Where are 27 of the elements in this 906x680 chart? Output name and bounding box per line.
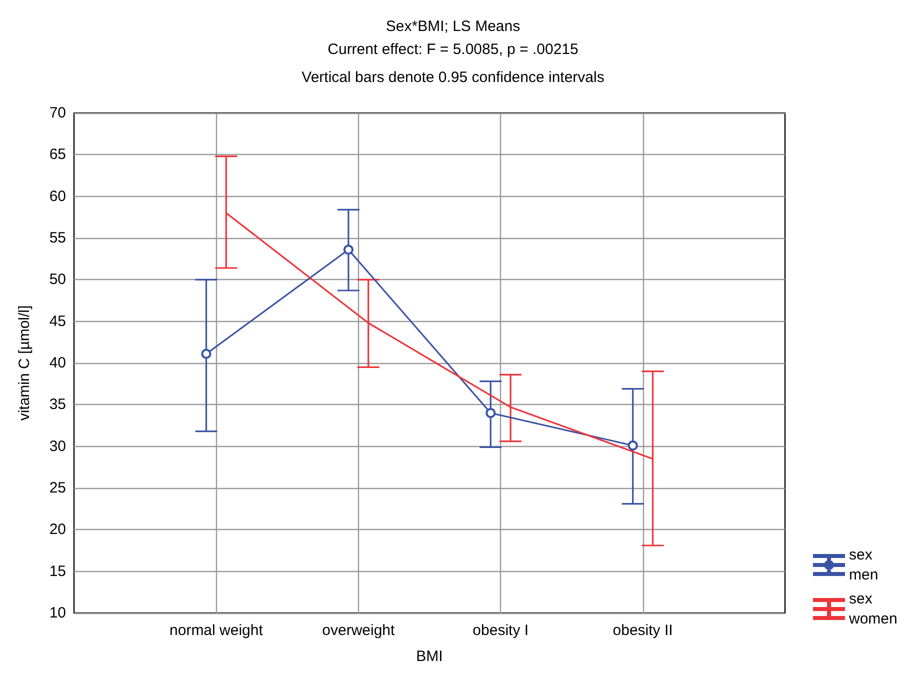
y-tick-label: 15 [49, 562, 66, 580]
x-axis-title: BMI [416, 648, 443, 665]
y-tick-label: 70 [49, 104, 66, 122]
x-tick-label: obesity I [472, 622, 529, 639]
point [201, 348, 212, 359]
y-tick-label: 65 [49, 146, 66, 164]
text: Vertical bars denote 0.95 confidence intervals [302, 69, 604, 86]
y-tick-label: 25 [49, 480, 66, 496]
chart-title: Sex*BMI; LS Means [386, 18, 520, 35]
x-tick-label: overweight [322, 622, 396, 639]
y-tick-label: 55 [49, 230, 66, 246]
chart-subtitle: Current effect: F = 5.0085, p = .00215 [328, 41, 578, 58]
y-tick-label: 40 [49, 354, 66, 372]
y-tick-label: 35 [49, 396, 66, 414]
y-tick-label: 10 [49, 604, 66, 622]
y-tick-label: 30 [49, 438, 66, 455]
x-tick-label: normal weight [170, 622, 264, 639]
point [343, 244, 354, 255]
point [486, 408, 496, 418]
y-axis-title: vitamin C [µmol/l] [16, 305, 33, 421]
y-tick-label: 45 [49, 312, 66, 330]
legend-label: sex women [848, 590, 898, 628]
y-tick-label: 20 [49, 521, 66, 538]
x-tick-label: obesity II [612, 622, 673, 639]
point [628, 440, 638, 450]
y-tick-label: 60 [49, 188, 66, 205]
y-tick-label: 50 [49, 271, 66, 288]
